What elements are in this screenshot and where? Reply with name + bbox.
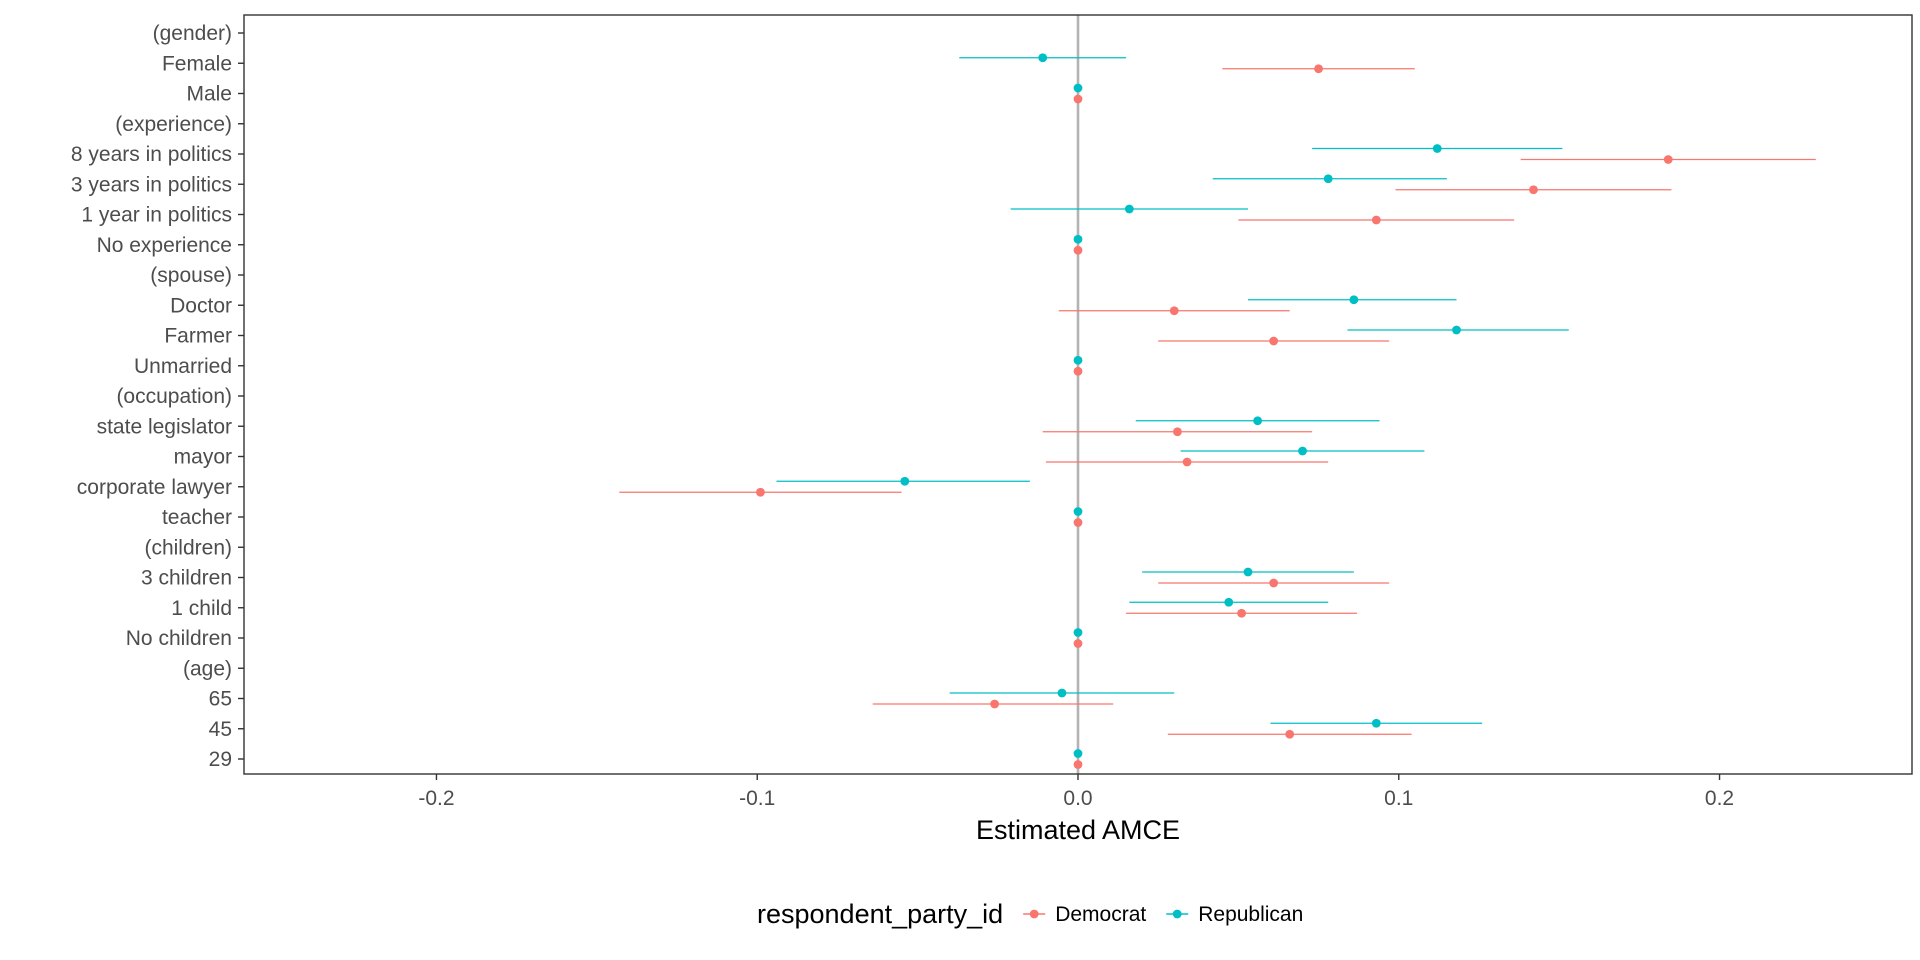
x-tick-label-0-2: 0.2 — [1705, 787, 1734, 810]
point-republican-unmarried — [1073, 355, 1083, 365]
y-tick-label-no-children: No children — [126, 627, 232, 650]
x-tick-label-0-1: -0.1 — [739, 787, 775, 810]
legend-label-democrat: Democrat — [1055, 903, 1146, 926]
point-democrat-3-years-in-politics — [1529, 185, 1538, 195]
legend-item-republican: Republican — [1166, 903, 1303, 926]
point-republican-3-years-in-politics — [1323, 174, 1333, 184]
point-democrat-65 — [990, 699, 999, 709]
y-tick-label-unmarried: Unmarried — [134, 355, 232, 378]
y-tick-label-3-children: 3 children — [141, 567, 232, 590]
point-democrat-45 — [1285, 729, 1295, 739]
point-democrat-unmarried — [1073, 366, 1083, 376]
point-democrat-1-year-in-politics — [1371, 215, 1381, 225]
x-axis-title: Estimated AMCE — [976, 815, 1180, 845]
point-democrat-no-experience — [1073, 245, 1083, 255]
y-tick-label-occupation: (occupation) — [116, 385, 232, 408]
point-republican-no-experience — [1073, 234, 1083, 244]
point-democrat-doctor — [1169, 306, 1179, 316]
point-democrat-1-child — [1237, 608, 1246, 618]
y-tick-label-state-legislator: state legislator — [97, 415, 232, 438]
y-tick-label-male: Male — [186, 83, 232, 106]
y-tick-label-45: 45 — [209, 718, 232, 741]
point-republican-8-years-in-politics — [1432, 144, 1442, 153]
point-republican-male — [1073, 83, 1083, 93]
legend-key-point-democrat — [1029, 909, 1039, 919]
y-axis: (gender) Female Male (experience) 8 years in… — [71, 22, 244, 771]
point-republican-doctor — [1349, 295, 1359, 305]
y-tick-label-spouse: (spouse) — [150, 264, 232, 287]
point-democrat-farmer — [1269, 336, 1279, 346]
point-democrat-3-children — [1269, 578, 1279, 588]
point-democrat-male — [1073, 94, 1083, 104]
point-democrat-no-children — [1073, 639, 1083, 648]
point-democrat-state-legislator — [1173, 427, 1182, 437]
series-democrat — [619, 64, 1816, 769]
legend-item-democrat: Democrat — [1023, 903, 1146, 926]
y-tick-label-8-years-in-politics: 8 years in politics — [71, 143, 232, 166]
point-democrat-mayor — [1182, 457, 1192, 467]
y-tick-label-65: 65 — [209, 688, 232, 711]
point-democrat-8-years-in-politics — [1663, 155, 1673, 164]
point-republican-teacher — [1073, 507, 1083, 516]
point-republican-3-children — [1243, 567, 1253, 577]
point-democrat-teacher — [1073, 518, 1083, 527]
legend-title: respondent_party_id — [757, 899, 1003, 929]
point-democrat-corporate-lawyer — [756, 487, 765, 497]
x-tick-label-0-0: 0.0 — [1063, 787, 1092, 810]
point-republican-no-children — [1073, 628, 1083, 637]
y-tick-label-mayor: mayor — [174, 446, 232, 469]
legend: respondent_party_id Democrat Republican — [757, 899, 1303, 929]
y-tick-label-teacher: teacher — [162, 506, 232, 529]
x-tick-label-0-1: 0.1 — [1384, 787, 1413, 810]
legend-key-point-republican — [1172, 909, 1182, 919]
point-republican-65 — [1057, 688, 1067, 698]
y-tick-label-3-years-in-politics: 3 years in politics — [71, 173, 232, 196]
y-tick-label-age: (age) — [183, 657, 232, 680]
y-tick-label-1-child: 1 child — [171, 597, 232, 620]
point-republican-29 — [1073, 749, 1083, 758]
series-republican — [776, 53, 1569, 758]
y-tick-label-doctor: Doctor — [170, 294, 232, 317]
y-tick-label-female: Female — [162, 52, 232, 75]
point-democrat-female — [1314, 64, 1323, 74]
y-tick-label-no-experience: No experience — [97, 234, 232, 257]
y-tick-label-corporate-lawyer: corporate lawyer — [77, 476, 232, 499]
y-tick-label-farmer: Farmer — [164, 325, 232, 348]
point-republican-1-child — [1224, 597, 1234, 607]
y-tick-label-children: (children) — [144, 536, 232, 559]
point-democrat-29 — [1073, 760, 1083, 769]
y-tick-label-gender: (gender) — [153, 22, 232, 45]
y-tick-label-29: 29 — [209, 748, 232, 771]
y-tick-label-1-year-in-politics: 1 year in politics — [81, 204, 232, 227]
series-group — [619, 53, 1816, 769]
x-tick-label-0-2: -0.2 — [418, 787, 454, 810]
point-republican-1-year-in-politics — [1124, 204, 1134, 214]
legend-label-republican: Republican — [1198, 903, 1303, 926]
x-axis: -0.2 -0.1 0.0 0.1 0.2 — [418, 774, 1734, 810]
point-republican-45 — [1371, 718, 1381, 728]
y-tick-label-experience: (experience) — [115, 113, 232, 136]
point-republican-farmer — [1452, 325, 1461, 335]
point-republican-female — [1038, 53, 1048, 63]
point-republican-mayor — [1298, 446, 1307, 456]
point-republican-state-legislator — [1253, 416, 1263, 426]
point-republican-corporate-lawyer — [900, 476, 910, 486]
